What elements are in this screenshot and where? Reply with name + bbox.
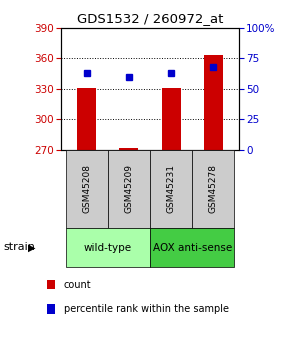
Text: GSM45208: GSM45208: [82, 164, 91, 214]
Bar: [204, 55, 223, 150]
Text: GDS1532 / 260972_at: GDS1532 / 260972_at: [77, 12, 223, 25]
Text: GSM45278: GSM45278: [209, 164, 218, 214]
Text: strain: strain: [3, 243, 35, 252]
Text: count: count: [64, 280, 92, 289]
Text: percentile rank within the sample: percentile rank within the sample: [64, 304, 229, 314]
Text: GSM45231: GSM45231: [167, 164, 176, 214]
Bar: [77, 88, 96, 150]
Bar: [119, 148, 138, 150]
Text: wild-type: wild-type: [84, 243, 132, 253]
Text: GSM45209: GSM45209: [124, 164, 134, 214]
Text: AOX anti-sense: AOX anti-sense: [152, 243, 232, 253]
Bar: [162, 88, 181, 150]
Text: ▶: ▶: [28, 243, 35, 252]
